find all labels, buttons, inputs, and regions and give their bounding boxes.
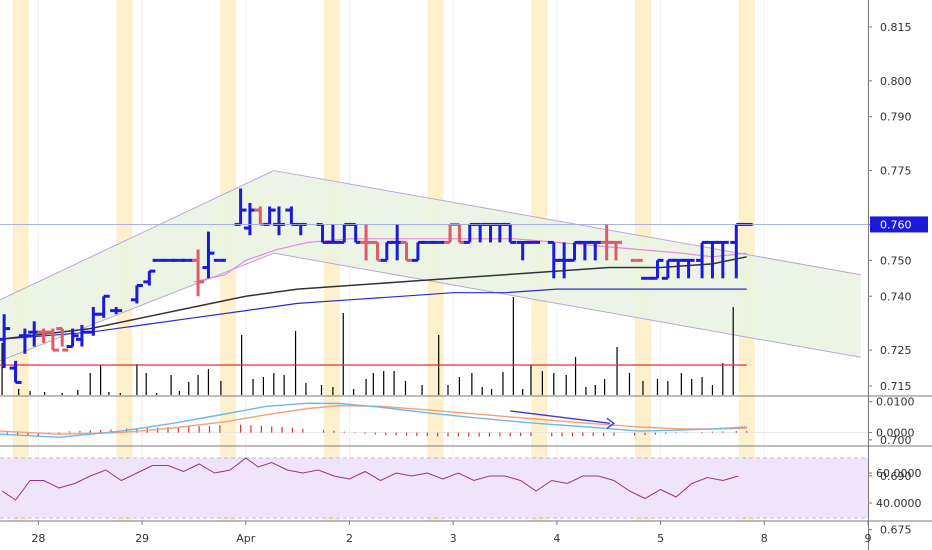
moving-average-black [0,256,747,341]
rsi-band-fill [0,458,868,518]
ohlc-bar-down [46,328,59,352]
ohlc-bar-up [651,258,664,280]
price-tick-label: 0.775 [880,165,912,178]
channel-lower-line [0,252,274,362]
rsi-tick-label: 60.0000 [876,467,922,480]
ohlc-bar-down [192,249,205,297]
time-tick-label: 3 [450,532,457,545]
rsi-panel [0,457,868,519]
annotation-arrow-head [606,417,616,429]
price-tick-label: 0.725 [880,344,912,357]
price-tick-label: 0.700 [880,434,912,447]
ohlc-bar-up [0,314,11,369]
time-tick-label: 29 [135,532,149,545]
time-tick-label: 8 [761,532,768,545]
moving-averages [0,238,747,341]
channel-upper-line [273,170,861,276]
ohlc-bar-up [75,324,88,347]
last-price-flag [870,216,928,233]
ohlc-bar-down [610,240,622,261]
time-tick-label: Apr [236,532,256,545]
price-tick-label: 0.815 [880,21,912,34]
time-tick-label: 28 [31,532,45,545]
ohlc-bar-up [682,258,695,279]
rsi-tick-label: 40.0000 [876,497,922,510]
ohlc-bar-up [18,328,31,354]
price-tick-label: 0.690 [880,470,912,483]
price-tick-label: 0.790 [880,111,912,124]
macd-signal-line [0,404,747,435]
ohlc-bar-down [400,240,413,262]
ohlc-bar-up [66,328,79,349]
ohlc-bar-up [202,231,215,279]
last-price-flag-label: 0.760 [880,218,912,231]
session-band [12,0,29,521]
macd-panel [0,402,868,439]
rsi-line [1,457,739,501]
volume-bars [0,297,747,395]
macd-tick-label: 0.0100 [876,396,915,409]
channel-fill [273,170,861,358]
channel-upper-line [0,170,274,301]
channel-lower-line [273,252,861,358]
ohlc-bar-up [143,269,156,286]
ohlc-bar-up [97,294,110,318]
price-tick-label: 0.740 [880,290,912,303]
macd-tick-label: 0.0000 [876,427,915,440]
channel-fill [0,170,274,361]
time-tick-label: 2 [346,532,353,545]
ohlc-bar-down [360,224,373,261]
ohlc-bar-up [716,240,729,279]
annotation-arrow-shaft [510,410,611,424]
price-tick-label: 0.715 [880,380,912,393]
time-axis[interactable]: 28 29 Apr 2 3 4 5 8 9 [31,521,872,545]
price-tick-label: 0.800 [880,75,912,88]
price-tick-label: 0.750 [880,254,912,267]
macd-line [0,402,747,439]
price-bars [0,188,753,384]
time-tick-label: 5 [657,532,664,545]
ohlc-bar-up [589,240,602,261]
moving-average-pink [193,238,747,283]
trend-channel [0,170,861,362]
moving-average-blue [0,288,747,340]
time-tick-label: 4 [553,532,560,545]
ohlc-bar-up [110,307,123,315]
ohlc-bar-down [56,327,69,352]
ohlc-bar-up [130,283,143,304]
price-axis[interactable]: 0.815 0.800 0.790 0.775 0.760 0.750 0.740 0.725… [868,21,928,550]
ohlc-bar-up [9,360,22,384]
session-bands [12,0,755,521]
ohlc-bar-up [516,240,529,261]
ohlc-bar-up [326,224,339,244]
price-tick-label: 0.675 [880,524,912,537]
time-tick-label: 9 [865,532,872,545]
